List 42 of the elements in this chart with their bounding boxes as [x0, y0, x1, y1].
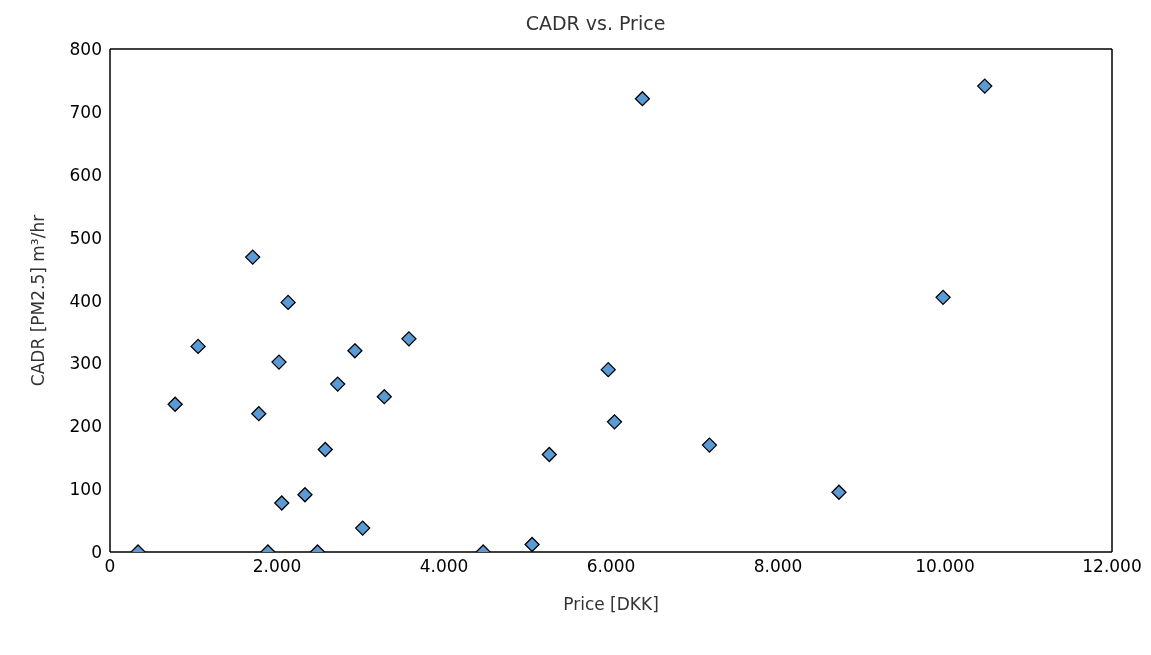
point — [280, 294, 296, 311]
point — [317, 441, 333, 458]
y-tick-label: 700 — [69, 101, 102, 122]
point — [251, 406, 267, 422]
point — [245, 249, 261, 265]
y-tick-label: 400 — [69, 290, 102, 311]
point — [355, 520, 371, 536]
x-tick-label: 10.000 — [915, 556, 975, 577]
y-tick-label: 600 — [69, 164, 102, 185]
y-tick-label: 500 — [69, 227, 102, 248]
y-tick-label: 0 — [91, 542, 102, 563]
point — [401, 331, 417, 347]
point — [347, 343, 363, 359]
x-tick-label: 6.000 — [586, 556, 636, 577]
y-tick-label: 100 — [69, 479, 102, 500]
point — [190, 338, 206, 355]
x-tick-label: 12.000 — [1082, 556, 1142, 577]
point — [600, 362, 616, 378]
chart-title: CADR vs. Price — [524, 12, 667, 34]
point — [831, 484, 847, 500]
point — [701, 437, 718, 453]
x-tick-label: 8.000 — [753, 556, 803, 577]
point — [634, 91, 651, 107]
point — [271, 354, 287, 370]
point — [330, 376, 346, 392]
x-tick-label: 4.000 — [419, 556, 469, 577]
point — [274, 495, 290, 511]
point — [524, 536, 540, 552]
point — [167, 396, 183, 412]
y-tick-label: 200 — [69, 416, 102, 437]
point — [541, 446, 557, 463]
point — [376, 389, 392, 405]
x-tick-label: 0 — [104, 556, 116, 577]
point — [935, 289, 951, 306]
point — [297, 487, 313, 503]
y-tick-label: 800 — [69, 39, 102, 60]
point — [977, 78, 993, 94]
x-axis-title: Price [DKK] — [563, 594, 659, 614]
point — [606, 414, 623, 430]
y-axis-title: CADR [PM2.5] m³/hr — [28, 214, 49, 387]
y-tick-label: 300 — [69, 353, 102, 374]
x-tick-label: 2.000 — [252, 556, 302, 577]
